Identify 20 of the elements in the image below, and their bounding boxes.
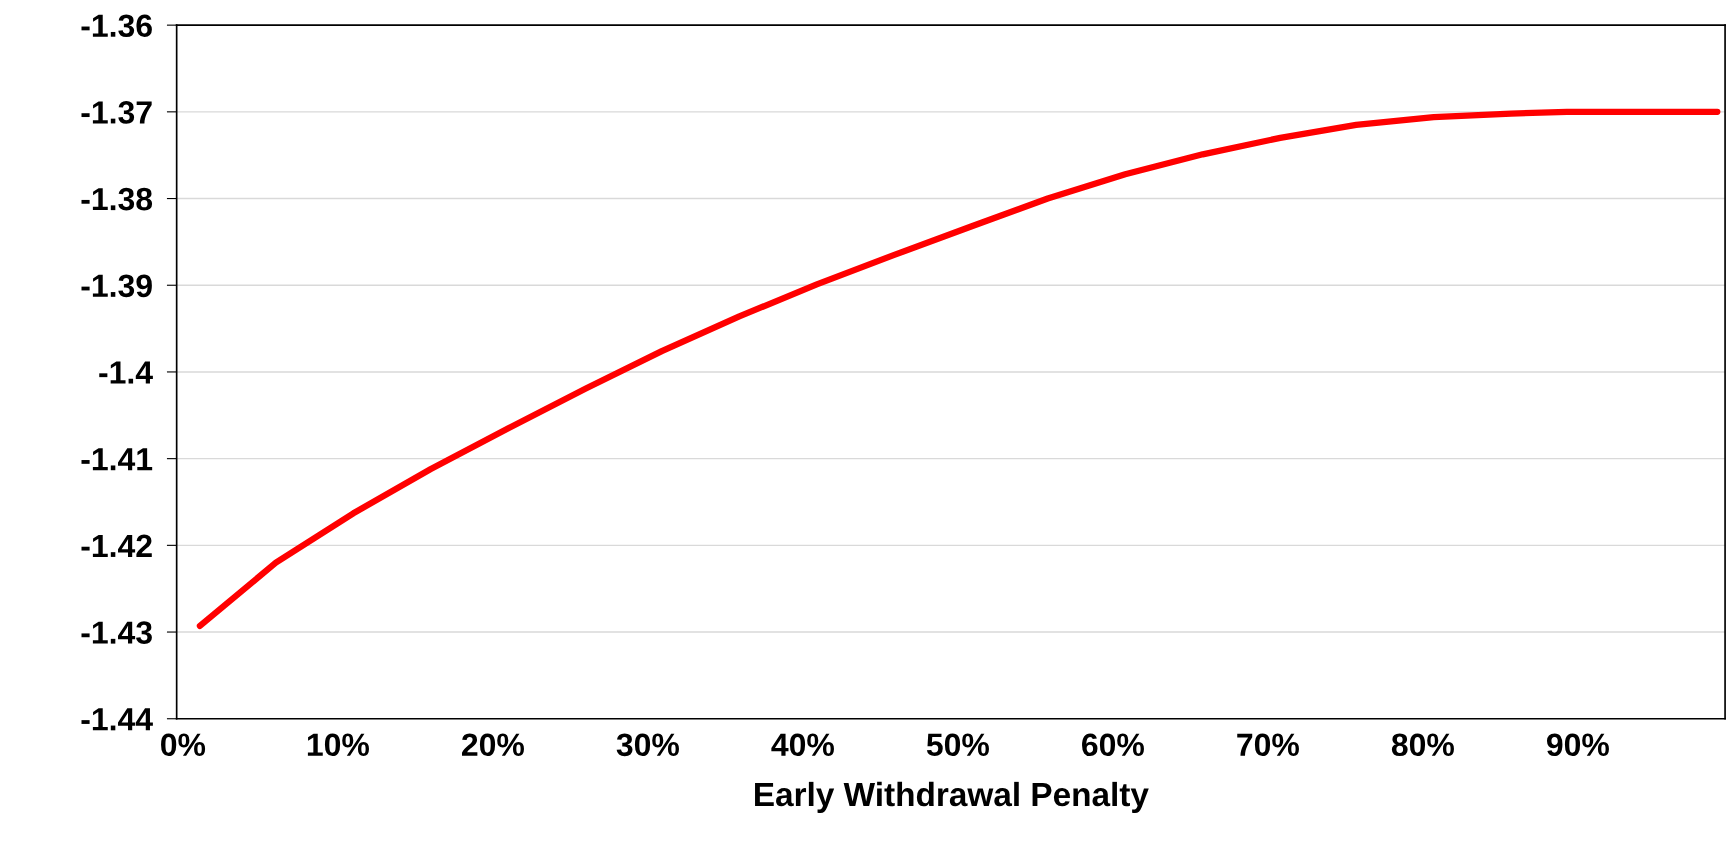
- y-tick-label: -1.38: [81, 187, 153, 211]
- x-tick-label: 80%: [1391, 733, 1454, 757]
- y-tick-label: -1.39: [81, 274, 152, 298]
- y-tick-label: -1.43: [81, 621, 152, 644]
- y-tick-label: -1.4: [99, 361, 153, 384]
- y-tick-label: -1.41: [81, 448, 153, 471]
- y-tick-label: -1.42: [81, 534, 152, 557]
- y-tick-label: -1.37: [81, 101, 152, 124]
- y-tick-label: -1.36: [81, 14, 152, 38]
- x-tick-label: 50%: [926, 733, 989, 757]
- x-tick-label: 90%: [1546, 733, 1609, 757]
- x-tick-label: 0%: [161, 733, 206, 757]
- x-tick-label: 30%: [616, 733, 679, 757]
- x-tick-label: 60%: [1082, 733, 1144, 757]
- x-axis-title: Early Withdrawal Penalty: [755, 781, 1149, 813]
- x-tick-label: 70%: [1237, 733, 1299, 757]
- x-tick-label: 20%: [462, 733, 524, 757]
- x-tick-label: 10%: [307, 733, 369, 757]
- x-tick-label: 40%: [771, 733, 834, 757]
- y-tick-label: -1.44: [81, 708, 153, 731]
